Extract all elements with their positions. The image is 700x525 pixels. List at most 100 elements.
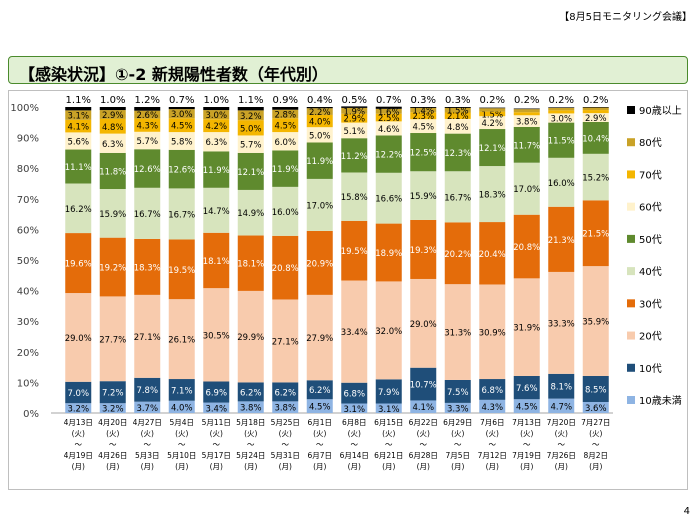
data-label: 12.1% — [237, 168, 264, 178]
data-label: 15.9% — [99, 210, 126, 220]
bar-segment — [99, 381, 126, 404]
data-label: 2.9% — [102, 111, 124, 121]
data-label: 6.3% — [205, 138, 227, 148]
bar-segment — [306, 380, 333, 400]
bar-segment — [306, 399, 333, 413]
legend-swatch — [627, 106, 635, 114]
data-label: 4.1% — [67, 123, 89, 133]
bar-segment — [375, 172, 402, 224]
bar-segment — [548, 113, 575, 123]
x-tick-label: (月) — [451, 462, 464, 471]
x-tick-label: 4月26日 — [98, 451, 127, 460]
bar-segment — [479, 108, 506, 112]
data-label: 2.6% — [136, 111, 158, 121]
data-label-90-plus: 1.2% — [135, 95, 160, 106]
bar-segment — [513, 112, 540, 116]
bar-segment — [272, 382, 299, 402]
data-label: 8.5% — [585, 385, 607, 395]
data-label: 3.2% — [240, 112, 262, 122]
x-tick-label: ～ — [385, 440, 393, 449]
y-tick-label: 10% — [17, 378, 39, 389]
bar-segment — [203, 119, 230, 133]
data-label: 5.0% — [240, 124, 262, 134]
data-label: 19.6% — [65, 260, 92, 270]
bar-segment — [134, 107, 161, 111]
data-label: 27.1% — [272, 337, 299, 347]
bar-segment — [272, 401, 299, 413]
data-label: 11.5% — [548, 137, 575, 147]
y-tick-label: 60% — [17, 225, 39, 236]
bar-segment — [513, 375, 540, 400]
bar-segment — [272, 235, 299, 300]
bar-segment — [513, 214, 540, 279]
data-label: 18.1% — [203, 257, 230, 267]
bar-segment — [65, 183, 92, 234]
bar-segment — [410, 133, 437, 172]
data-label: 3.8% — [274, 404, 296, 414]
data-label: 33.4% — [341, 328, 368, 338]
bar-segment — [548, 271, 575, 374]
x-tick-label: (月) — [106, 462, 119, 471]
data-label: 15.2% — [582, 174, 609, 184]
bar-segment — [513, 399, 540, 413]
x-tick-label: ～ — [454, 440, 462, 449]
legend-swatch — [627, 170, 635, 179]
x-tick-label: 4月27日 — [133, 418, 162, 427]
legend-label: 40代 — [639, 266, 662, 278]
bar-segment — [237, 382, 264, 402]
data-label: 12.1% — [479, 144, 506, 154]
bar-segment — [410, 367, 437, 401]
bar-segment — [203, 232, 230, 289]
data-label: 30.5% — [203, 331, 230, 341]
bar-segment — [444, 107, 471, 108]
data-label: 32.0% — [375, 327, 402, 337]
data-label: 10.7% — [410, 381, 437, 391]
data-label: 27.7% — [99, 335, 126, 345]
bar-segment — [341, 403, 368, 413]
bar-segment — [548, 122, 575, 158]
data-label-90-plus: 0.3% — [445, 95, 470, 106]
bar-segment — [548, 107, 575, 111]
legend-swatch — [627, 331, 635, 340]
data-label: 4.6% — [378, 125, 400, 135]
y-tick-label: 80% — [17, 164, 39, 175]
bar-segment — [375, 403, 402, 413]
x-tick-label: 7月26日 — [547, 451, 576, 460]
bar-segment — [375, 108, 402, 114]
legend-swatch — [627, 396, 635, 404]
bar-segment — [582, 107, 609, 108]
bar-segment — [272, 109, 299, 119]
bar-segment — [203, 151, 230, 188]
data-label: 4.3% — [481, 403, 503, 413]
x-tick-label: (火) — [279, 429, 292, 438]
bar-segment — [65, 149, 92, 184]
data-label: 18.3% — [134, 263, 161, 273]
x-tick-label: ～ — [109, 440, 117, 449]
bar-segment — [582, 375, 609, 402]
x-tick-label: (月) — [589, 462, 602, 471]
data-label: 3.1% — [67, 112, 89, 122]
bar-segment — [272, 107, 299, 110]
x-tick-label: 7月6日 — [480, 418, 505, 427]
bar-segment — [237, 110, 264, 121]
data-label: 1.5% — [481, 110, 503, 120]
data-label: 17.0% — [513, 185, 540, 195]
bar-segment — [582, 153, 609, 201]
bar-segment — [237, 189, 264, 236]
data-label-90-plus: 0.7% — [169, 95, 194, 106]
data-label: 19.2% — [99, 264, 126, 274]
bar-segment — [65, 381, 92, 404]
data-label-90-plus: 0.3% — [411, 95, 436, 106]
bar-segment — [168, 239, 195, 300]
bar-segment — [134, 187, 161, 239]
data-label: 4.0% — [309, 118, 331, 128]
data-label: 3.1% — [378, 405, 400, 415]
bar-segment — [99, 189, 126, 238]
bar-segment — [513, 109, 540, 113]
legend-label: 90歳以上 — [639, 105, 682, 117]
bar-segment — [479, 166, 506, 223]
bar-segment — [444, 107, 471, 113]
legend-swatch — [627, 138, 635, 147]
x-tick-label: (月) — [417, 462, 430, 471]
data-label: 21.5% — [582, 230, 609, 240]
